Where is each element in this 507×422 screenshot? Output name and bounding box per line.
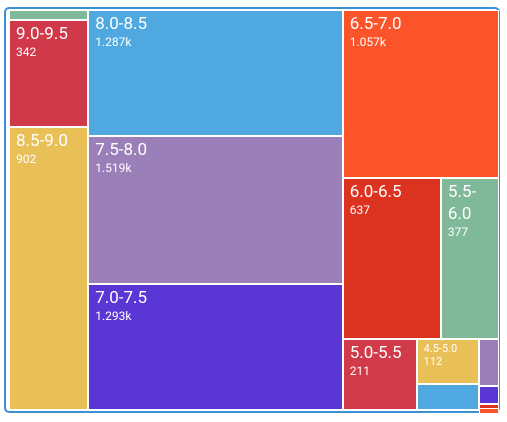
tile-label: 8.5-9.0	[16, 131, 68, 152]
tile	[479, 339, 499, 387]
tile: 9.0-9.5 342	[9, 20, 89, 128]
tile-label: 6.0-6.5	[349, 181, 402, 202]
tile-value: 211	[349, 364, 370, 379]
tile-value: 342	[16, 45, 37, 60]
tile-label: 5.5-6.0	[447, 181, 477, 224]
tile-label: 4.5-5.0	[423, 342, 458, 356]
tile: 5.0-5.5 211	[342, 339, 417, 410]
tile-label: 7.5-8.0	[95, 139, 148, 160]
tile-value: 377	[447, 224, 469, 239]
tile-value: 112	[423, 355, 443, 369]
tile-value: 637	[349, 202, 370, 217]
tile: 6.0-6.5 637	[342, 177, 441, 340]
treemap: 9.0-9.5 342 8.5-9.0 902 8.0-8.5 1.287k 7.5-8.0…	[9, 10, 499, 414]
tile-value: 1.057k	[349, 35, 386, 49]
tile	[416, 383, 480, 410]
tile-label: 5.0-5.5	[349, 343, 402, 364]
tile-value: 902	[16, 152, 37, 167]
tile-value: 1.293k	[95, 308, 132, 323]
tile-label: 6.5-7.0	[349, 14, 402, 34]
tile: 4.5-5.0 112	[416, 339, 480, 384]
tile: 8.0-8.5 1.287k	[88, 10, 343, 136]
chart-frame	[4, 7, 500, 413]
tile	[479, 407, 499, 414]
tile: 8.5-9.0 902	[9, 127, 89, 410]
tile: 7.0-7.5 1.293k	[88, 283, 343, 410]
tile-value: 1.287k	[95, 35, 132, 49]
tile	[479, 386, 499, 404]
tile	[9, 10, 89, 21]
tile: 5.5-6.0 377	[440, 177, 499, 340]
tile: 7.5-8.0 1.519k	[88, 135, 343, 284]
tile: 6.5-7.0 1.057k	[342, 10, 499, 178]
tile-label: 8.0-8.5	[95, 14, 148, 34]
tile-label: 7.0-7.5	[95, 287, 148, 308]
tile-label: 9.0-9.5	[16, 24, 68, 45]
tile-value: 1.519k	[95, 160, 132, 175]
